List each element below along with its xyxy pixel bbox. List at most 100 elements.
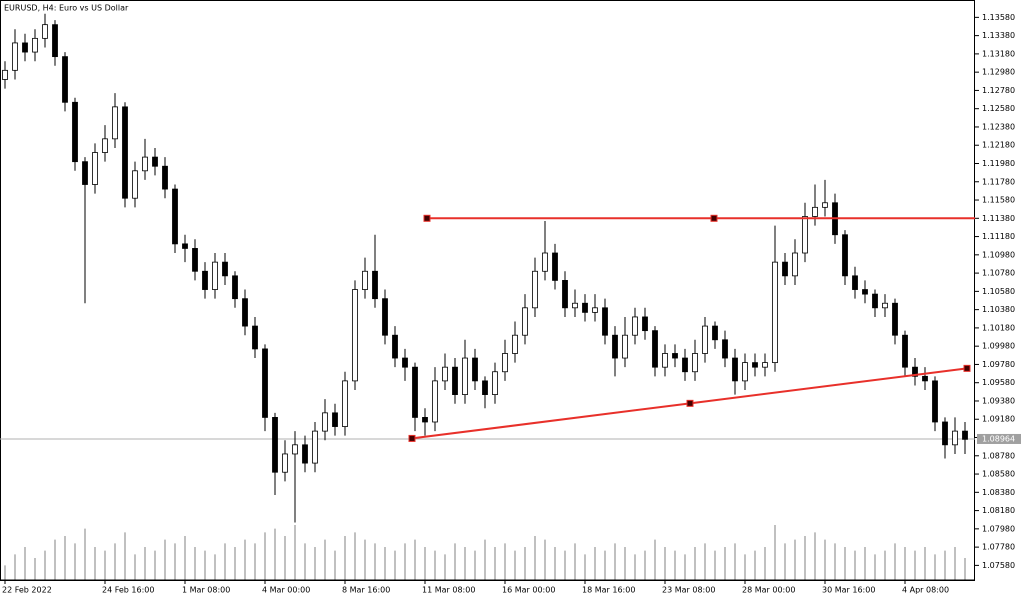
candle-body bbox=[812, 206, 818, 217]
x-tick-label: 22 Feb 2022 bbox=[2, 586, 52, 595]
y-tick-label: 1.12380 bbox=[982, 122, 1015, 131]
y-tick-label: 1.10780 bbox=[982, 269, 1015, 278]
candle-body bbox=[62, 56, 68, 103]
chart-title: EURUSD, H4: Euro vs US Dollar bbox=[4, 4, 129, 13]
candle-body bbox=[962, 430, 968, 440]
candle-body bbox=[92, 152, 98, 185]
candle-body bbox=[762, 362, 768, 368]
y-tick-label: 1.10980 bbox=[982, 250, 1015, 259]
candle-body bbox=[302, 444, 308, 464]
x-tick-label: 4 Apr 08:00 bbox=[902, 586, 949, 595]
y-tick-label: 1.08180 bbox=[982, 506, 1015, 515]
x-tick-label: 11 Mar 08:00 bbox=[422, 586, 475, 595]
candle-body bbox=[22, 42, 28, 53]
y-tick-label: 1.12580 bbox=[982, 104, 1015, 113]
candle-body bbox=[652, 330, 658, 368]
candle-body bbox=[692, 353, 698, 373]
candle-body bbox=[952, 430, 958, 446]
candle-body bbox=[422, 417, 428, 423]
x-tick-label: 30 Mar 16:00 bbox=[822, 586, 875, 595]
candle-body bbox=[42, 24, 48, 39]
x-tick-label: 28 Mar 00:00 bbox=[742, 586, 795, 595]
candle-body bbox=[72, 101, 78, 163]
candle-body bbox=[452, 366, 458, 395]
candle-body bbox=[582, 302, 588, 313]
candle-body bbox=[722, 339, 728, 359]
candle-body bbox=[112, 106, 118, 140]
candle-body bbox=[252, 325, 258, 350]
candle-body bbox=[942, 421, 948, 446]
candle-body bbox=[892, 302, 898, 336]
candle-body bbox=[842, 234, 848, 277]
candle-body bbox=[402, 357, 408, 368]
y-tick-label: 1.13380 bbox=[982, 31, 1015, 40]
y-tick-label: 1.10180 bbox=[982, 323, 1015, 332]
candle-body bbox=[882, 302, 888, 309]
candle-body bbox=[322, 412, 328, 432]
candle-body bbox=[782, 261, 788, 277]
candle-body bbox=[182, 243, 188, 249]
candle-body bbox=[642, 316, 648, 332]
y-tick-label: 1.12180 bbox=[982, 141, 1015, 150]
candle-body bbox=[232, 275, 238, 300]
candle-body bbox=[32, 37, 38, 53]
candle-body bbox=[152, 156, 158, 167]
candle-body bbox=[212, 261, 218, 290]
y-tick-label: 1.09380 bbox=[982, 396, 1015, 405]
candle-body bbox=[102, 138, 108, 153]
candle-body bbox=[552, 252, 558, 281]
candle-body bbox=[712, 325, 718, 341]
candle-body bbox=[462, 357, 468, 395]
candle-body bbox=[282, 453, 288, 473]
y-tick-label: 1.11980 bbox=[982, 159, 1015, 168]
y-tick-label: 1.08580 bbox=[982, 470, 1015, 479]
x-tick-label: 8 Mar 16:00 bbox=[342, 586, 390, 595]
candle-body bbox=[272, 417, 278, 473]
candle-body bbox=[472, 357, 478, 382]
last-price-label: 1.08964 bbox=[982, 434, 1015, 443]
candle-body bbox=[52, 24, 58, 58]
candle-body bbox=[902, 334, 908, 368]
candle-body bbox=[332, 412, 338, 427]
candle-body bbox=[222, 261, 228, 277]
candle-body bbox=[682, 357, 688, 373]
candle-body bbox=[122, 106, 128, 199]
candle-body bbox=[772, 261, 778, 364]
candle-body bbox=[532, 270, 538, 309]
candle-body bbox=[542, 252, 548, 272]
candle-body bbox=[612, 334, 618, 359]
candle-body bbox=[702, 325, 708, 354]
y-tick-label: 1.13180 bbox=[982, 49, 1015, 58]
candle-body bbox=[562, 280, 568, 309]
candle-body bbox=[12, 42, 18, 71]
candle-body bbox=[342, 380, 348, 427]
candle-body bbox=[592, 307, 598, 313]
candle-body bbox=[852, 275, 858, 290]
candle-body bbox=[572, 302, 578, 309]
candle-body bbox=[382, 298, 388, 336]
candle-body bbox=[442, 366, 448, 382]
trendline-handle bbox=[408, 434, 416, 442]
candle-body bbox=[312, 430, 318, 464]
y-tick-label: 1.07980 bbox=[982, 524, 1015, 533]
candle-body bbox=[522, 307, 528, 336]
trendline-handle bbox=[686, 399, 694, 407]
candle-body bbox=[372, 270, 378, 300]
candle-body bbox=[662, 353, 668, 368]
x-tick-label: 16 Mar 00:00 bbox=[502, 586, 555, 595]
y-tick-label: 1.09580 bbox=[982, 378, 1015, 387]
y-tick-label: 1.13580 bbox=[982, 13, 1015, 22]
candle-body bbox=[862, 289, 868, 295]
candle-body bbox=[822, 202, 828, 208]
y-tick-label: 1.07580 bbox=[982, 561, 1015, 570]
candle-body bbox=[162, 165, 168, 190]
y-tick-label: 1.09980 bbox=[982, 342, 1015, 351]
candle-body bbox=[732, 357, 738, 382]
x-tick-label: 18 Mar 16:00 bbox=[582, 586, 635, 595]
candle-body bbox=[602, 307, 608, 336]
candle-body bbox=[792, 252, 798, 277]
candle-body bbox=[632, 316, 638, 336]
x-tick-label: 24 Feb 16:00 bbox=[102, 586, 154, 595]
x-tick-label: 4 Mar 00:00 bbox=[262, 586, 310, 595]
